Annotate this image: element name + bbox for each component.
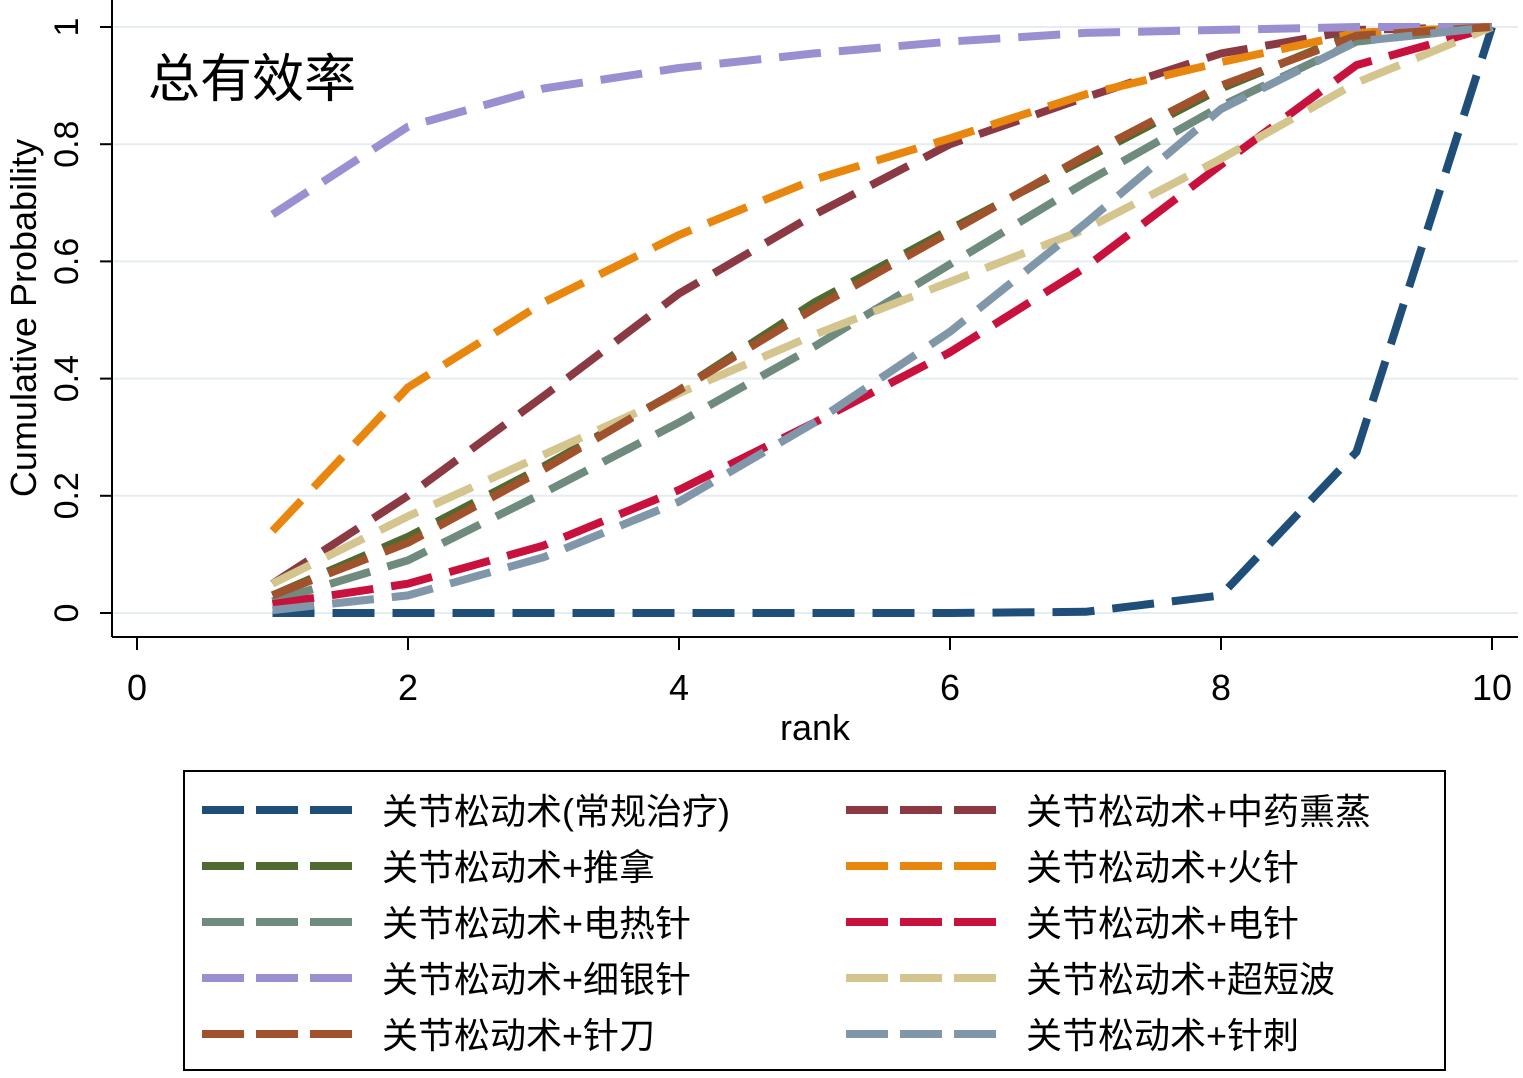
x-axis-label: rank [780,707,851,748]
series-line-6 [270,23,1492,218]
gridlines [113,26,1518,614]
y-tick-label: 0 [48,604,86,623]
x-tick-label: 0 [127,667,147,708]
y-tick-label: 0.8 [48,121,86,168]
legend-entry-label: 关节松动术(常规治疗) [382,791,730,832]
axis-ticks: 00.20.40.60.810 2 4 6 8 10 [48,18,1512,708]
legend-entry-label: 关节松动术+针刀 [382,1015,655,1056]
series-line-3 [269,23,1493,534]
legend-entry-label: 关节松动术+细银针 [382,959,691,1000]
series-line-1 [270,23,1493,588]
series-line-5 [271,23,1494,609]
series-line-9 [272,23,1493,615]
y-tick-label: 0.6 [48,238,86,285]
y-tick-label: 0.2 [48,472,86,519]
x-tick-label: 6 [940,667,960,708]
legend-entry-label: 关节松动术+火针 [1026,847,1299,888]
series-lines [269,23,1496,617]
legend-entry-label: 关节松动术+电针 [1026,903,1299,944]
axes [111,0,1518,638]
y-tick-label: 0.4 [48,355,86,402]
x-tick-label: 10 [1472,667,1512,708]
y-tick-label: 1 [48,18,86,37]
legend-entry-label: 关节松动术+中药熏蒸 [1026,791,1371,832]
series-line-8 [271,23,1493,600]
series-line-7 [270,23,1494,588]
x-tick-label: 8 [1211,667,1231,708]
legend-entry-label: 关节松动术+电热针 [382,903,691,944]
y-axis-label: Cumulative Probability [3,139,44,497]
legend: 关节松动术(常规治疗)关节松动术+推拿关节松动术+电热针关节松动术+细银针关节松… [183,770,1446,1071]
series-line-0 [272,25,1496,617]
chart-title: 总有效率 [148,51,356,109]
x-tick-label: 2 [398,667,418,708]
legend-box [183,770,1446,1071]
x-tick-label: 4 [669,667,689,708]
legend-entry-label: 关节松动术+推拿 [382,847,655,888]
legend-entry-label: 关节松动术+针刺 [1026,1015,1299,1056]
legend-entry-label: 关节松动术+超短波 [1026,959,1335,1000]
